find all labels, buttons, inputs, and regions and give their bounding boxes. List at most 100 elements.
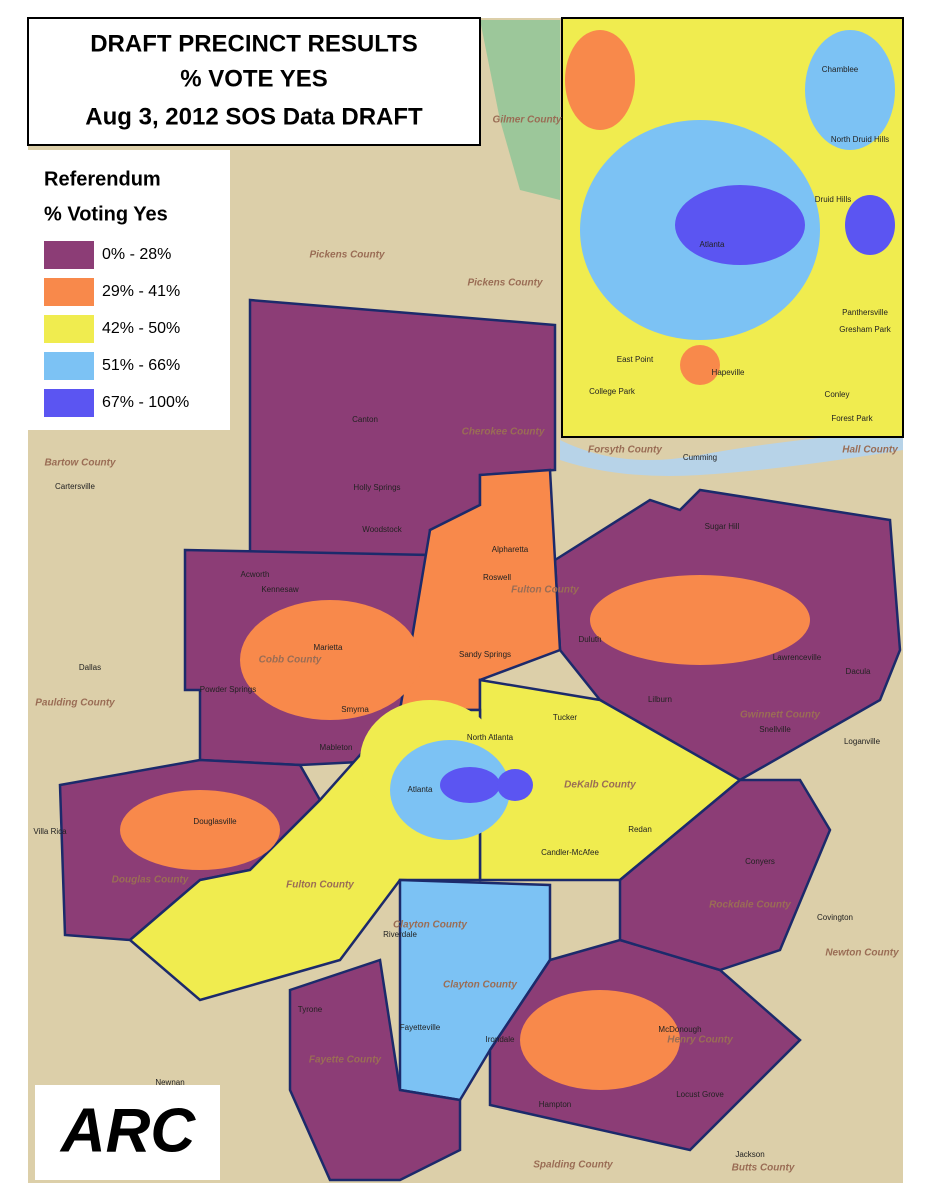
title-line: Aug 3, 2012 SOS Data DRAFT [85,103,423,130]
inset-city-label: Forest Park [831,414,873,423]
title-box [27,17,481,146]
county-label: Hall County [842,445,898,456]
city-label: Tucker [553,713,577,722]
inset-city-label: Druid Hills [815,195,851,204]
inset-city-label: Atlanta [700,240,725,249]
result-area [120,790,280,870]
city-label: Snellville [759,725,791,734]
county-label: Fulton County [286,880,354,891]
city-label: Dacula [846,667,871,676]
result-area [565,30,635,130]
logo-box [35,1085,220,1180]
county-label: Spalding County [533,1160,613,1171]
logo: ARC [59,1096,197,1165]
city-label: Canton [352,415,378,424]
city-label: Powder Springs [200,685,256,694]
forest [480,20,560,200]
legend-swatch [44,352,94,380]
title-line: DRAFT PRECINCT RESULTS [90,30,418,57]
legend-swatch [44,241,94,269]
legend-swatch [44,389,94,417]
county-label: Butts County [732,1163,795,1174]
city-label: Conyers [745,857,775,866]
legend-swatch [44,315,94,343]
inset-city-label: Conley [825,390,850,399]
county-label: Cobb County [259,655,322,666]
city-label: North Atlanta [467,733,514,742]
county-label: Cherokee County [462,427,545,438]
legend-swatch [44,278,94,306]
city-label: Tyrone [298,1005,323,1014]
city-label: Douglasville [193,817,237,826]
county-label: Gwinnett County [740,710,820,721]
city-label: Loganville [844,737,881,746]
city-label: Cumming [683,453,717,462]
city-label: Candler-McAfee [541,848,599,857]
city-label: Fayetteville [400,1023,441,1032]
county-label: Bartow County [44,458,116,469]
city-label: Lilburn [648,695,672,704]
city-label: Dallas [79,663,101,672]
city-label: Atlanta [408,785,433,794]
county-label: Newton County [825,948,899,959]
inset-city-label: Hapeville [712,368,745,377]
result-area [497,769,533,801]
city-label: Sandy Springs [459,650,511,659]
city-label: Hampton [539,1100,571,1109]
counties [58,298,902,1182]
county-label: Clayton County [393,920,467,931]
city-label: Smyrna [341,705,369,714]
city-label: Redan [628,825,652,834]
county-label: Fulton County [511,585,579,596]
result-area [240,600,420,720]
county-label: Paulding County [35,698,115,709]
result-area [398,878,552,1102]
result-area [845,195,895,255]
result-area [440,767,500,803]
county-label: Douglas County [112,875,189,886]
city-label: Sugar Hill [705,522,740,531]
city-label: Holly Springs [353,483,400,492]
inset-city-label: East Point [617,355,654,364]
city-label: Riverdale [383,930,417,939]
county-label: Gilmer County [493,115,562,126]
inset-city-label: North Druid Hills [831,135,889,144]
county-label: Henry County [667,1035,733,1046]
city-label: McDonough [658,1025,701,1034]
inset-city-label: Panthersville [842,308,888,317]
city-label: Covington [817,913,853,922]
legend-label: 0% - 28% [102,246,171,263]
result-area [805,30,895,150]
inset-map [565,30,895,385]
legend-subtitle: % Voting Yes [44,203,168,225]
inset-city-label: College Park [589,387,636,396]
lake [560,430,903,476]
city-label: Roswell [483,573,511,582]
county-label: Clayton County [443,980,517,991]
inset-city-label: Gresham Park [839,325,892,334]
county-label: DeKalb County [564,780,636,791]
county-label: Forsyth County [588,445,662,456]
county-label: Pickens County [309,250,384,261]
city-label: Jackson [735,1150,764,1159]
city-label: Cartersville [55,482,96,491]
county-label: Pickens County [467,278,542,289]
city-label: Duluth [578,635,601,644]
result-area [288,958,462,1182]
county-label: Fayette County [309,1055,382,1066]
legend-label: 29% - 41% [102,283,180,300]
city-label: Alpharetta [492,545,529,554]
city-label: Villa Rica [33,827,67,836]
city-label: Irondale [486,1035,515,1044]
legend-label: 67% - 100% [102,394,189,411]
result-area [675,185,805,265]
legend-label: 51% - 66% [102,357,180,374]
result-area [680,345,720,385]
result-area [590,575,810,665]
result-area [618,778,832,972]
inset-city-label: Chamblee [822,65,859,74]
city-label: Locust Grove [676,1090,724,1099]
county-label: Rockdale County [709,900,791,911]
